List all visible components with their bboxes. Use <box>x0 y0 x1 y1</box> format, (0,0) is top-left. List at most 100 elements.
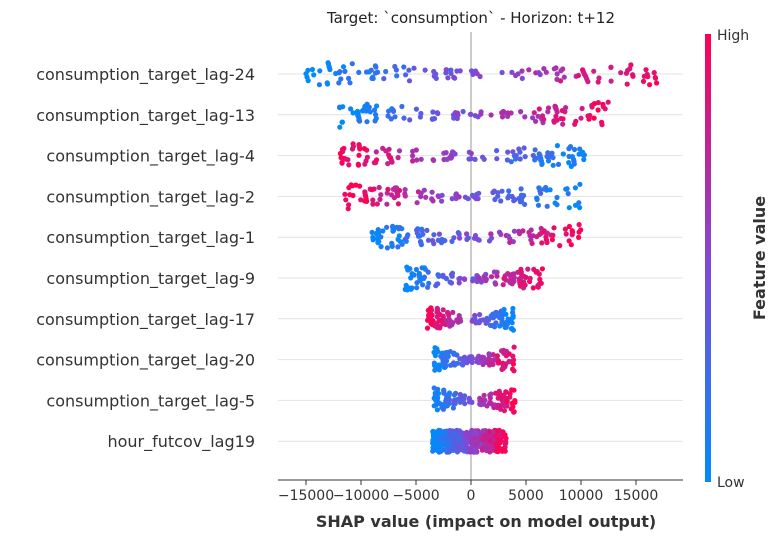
shap-point <box>311 72 317 78</box>
shap-point <box>503 348 510 354</box>
shap-point <box>575 72 582 79</box>
shap-point <box>439 236 445 243</box>
feature-label: consumption_target_lag-4 <box>46 147 255 167</box>
shap-point <box>435 281 441 287</box>
shap-point <box>494 156 500 162</box>
shap-point <box>494 353 500 359</box>
shap-point <box>385 113 391 119</box>
shap-point <box>355 162 362 168</box>
shap-point <box>346 202 352 208</box>
shap-point <box>418 190 424 196</box>
shap-point <box>466 156 472 162</box>
shap-point <box>493 390 499 396</box>
shap-point <box>401 64 407 70</box>
shap-point <box>576 229 582 235</box>
shap-point <box>478 279 484 285</box>
shap-point <box>572 185 579 191</box>
shap-point <box>488 391 494 397</box>
shap-point <box>518 109 524 115</box>
shap-point <box>432 322 438 328</box>
shap-point <box>489 322 495 329</box>
shap-point <box>369 75 375 81</box>
shap-point <box>520 228 526 234</box>
shap-point <box>337 105 343 111</box>
shap-point <box>418 242 424 248</box>
shap-point <box>380 228 386 234</box>
shap-point <box>377 196 383 202</box>
shap-point <box>530 285 536 291</box>
shap-point <box>346 162 352 168</box>
shap-point <box>447 323 453 329</box>
feature-labels: consumption_target_lag-24 consumption_tar… <box>36 65 255 452</box>
shap-point <box>385 161 391 167</box>
shap-point <box>433 397 439 403</box>
shap-point <box>339 160 345 166</box>
shap-point <box>317 68 323 74</box>
x-tick-label: −5000 <box>392 488 439 504</box>
shap-point <box>451 392 457 398</box>
x-tick-label: 5000 <box>508 488 544 504</box>
shap-point <box>576 222 582 228</box>
shap-point <box>395 155 401 161</box>
chart-title: Target: `consumption` - Horizon: t+12 <box>326 9 615 27</box>
shap-point <box>455 318 461 324</box>
shap-point <box>443 150 449 156</box>
shap-point <box>600 104 606 110</box>
shap-point <box>536 106 542 112</box>
shap-point <box>569 154 576 160</box>
shap-point <box>624 81 630 87</box>
shap-point <box>497 433 503 439</box>
shap-point <box>550 155 556 161</box>
shap-point <box>381 76 387 82</box>
shap-point <box>316 82 322 88</box>
shap-point <box>460 108 466 115</box>
shap-point <box>608 78 614 84</box>
shap-point <box>389 243 395 249</box>
shap-point <box>457 235 463 241</box>
shap-point <box>340 64 347 70</box>
shap-point <box>511 198 517 204</box>
shap-point <box>545 109 551 115</box>
shap-point <box>464 231 470 237</box>
shap-point <box>539 160 545 167</box>
shap-point <box>415 226 421 232</box>
shap-point <box>327 66 333 73</box>
shap-point <box>507 239 513 245</box>
shap-point <box>499 114 506 120</box>
shap-point <box>605 99 611 105</box>
shap-point <box>532 147 538 153</box>
shap-point <box>522 201 528 207</box>
x-axis-ticks: −15000−10000 −5000 0 5000 10000 15000 <box>278 480 658 504</box>
shap-point <box>511 228 517 234</box>
shap-point <box>376 184 382 191</box>
shap-point <box>449 196 455 202</box>
shap-point <box>420 282 426 288</box>
shap-point <box>447 397 453 403</box>
shap-point <box>431 241 437 247</box>
shap-point <box>499 321 505 327</box>
shap-point <box>498 198 504 204</box>
shap-point <box>495 402 501 408</box>
shap-point <box>389 192 395 198</box>
colorbar <box>705 34 711 482</box>
shap-point <box>517 281 523 287</box>
shap-point <box>500 282 506 288</box>
shap-point <box>480 445 486 451</box>
shap-point <box>490 429 496 435</box>
shap-point <box>444 156 450 162</box>
shap-point <box>535 202 542 208</box>
shap-point <box>413 106 419 112</box>
shap-point <box>472 156 478 162</box>
shap-point <box>374 201 380 207</box>
feature-label: consumption_target_lag-20 <box>36 351 255 371</box>
shap-point <box>421 265 428 271</box>
shap-point <box>539 266 546 272</box>
shap-point <box>566 238 572 244</box>
shap-point <box>386 152 392 158</box>
shap-point <box>395 201 401 207</box>
shap-point <box>478 402 484 408</box>
shap-point <box>515 269 521 275</box>
shap-point <box>544 239 550 246</box>
shap-point <box>563 231 569 237</box>
